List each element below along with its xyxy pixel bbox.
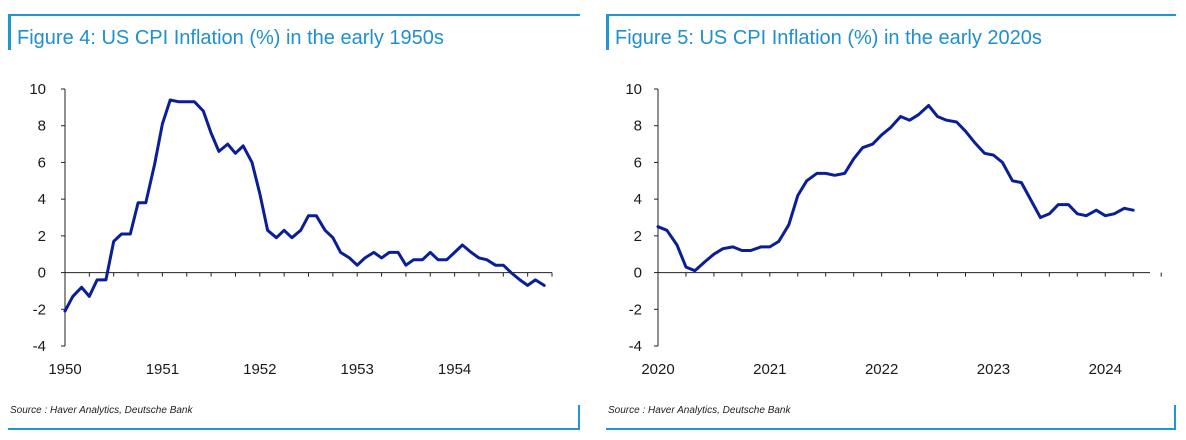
y-tick-label: 8: [634, 118, 642, 135]
x-tick-label: 2023: [977, 361, 1010, 378]
x-tick-label: 1950: [48, 361, 81, 378]
y-tick-label: 4: [38, 191, 46, 208]
cpi-inflation-line: [656, 104, 1135, 273]
top-rule: [8, 14, 580, 16]
y-tick-label: 4: [634, 191, 642, 208]
figure-title: Figure 4: US CPI Inflation (%) in the ea…: [17, 27, 444, 49]
bottom-rule: [8, 428, 580, 430]
y-tick-label: -4: [629, 338, 642, 355]
y-tick-label: 6: [634, 154, 642, 171]
figure-4-panel: Figure 4: US CPI Inflation (%) in the ea…: [0, 0, 590, 440]
x-tick-label: 1953: [341, 361, 374, 378]
y-tick-label: 10: [625, 81, 642, 98]
figure-5-panel: Figure 5: US CPI Inflation (%) in the ea…: [598, 0, 1186, 440]
y-tick-label: 0: [634, 265, 642, 282]
cpi-inflation-line: [63, 98, 546, 313]
y-tick-label: 2: [634, 228, 642, 245]
x-tick-label: 1951: [146, 361, 179, 378]
x-tick-label: 2020: [641, 361, 674, 378]
source-note: Source : Haver Analytics, Deutsche Bank: [608, 405, 791, 416]
x-tick-label: 1954: [438, 361, 471, 378]
source-note: Source : Haver Analytics, Deutsche Bank: [10, 405, 193, 416]
y-tick-label: -4: [33, 338, 46, 355]
bottom-rule: [606, 428, 1176, 430]
y-tick-label: 8: [38, 118, 46, 135]
figure-title: Figure 5: US CPI Inflation (%) in the ea…: [615, 27, 1042, 49]
bottom-corner-rule: [578, 405, 580, 430]
y-tick-label: -2: [629, 301, 642, 318]
title-accent-bar: [606, 14, 609, 50]
y-tick-label: 2: [38, 228, 46, 245]
x-tick-label: 1952: [243, 361, 276, 378]
x-tick-label: 2021: [753, 361, 786, 378]
x-tick-label: 2022: [865, 361, 898, 378]
y-tick-label: 10: [29, 81, 46, 98]
y-tick-label: -2: [33, 301, 46, 318]
bottom-corner-rule: [1174, 405, 1176, 430]
title-accent-bar: [8, 14, 11, 50]
y-tick-label: 0: [38, 265, 46, 282]
x-tick-label: 2024: [1089, 361, 1122, 378]
line-chart: 10 8 6 4 2 0 -2 -4 2020 2021 2022 2023 2024: [625, 81, 1162, 378]
y-tick-label: 6: [38, 154, 46, 171]
top-rule: [606, 14, 1176, 16]
